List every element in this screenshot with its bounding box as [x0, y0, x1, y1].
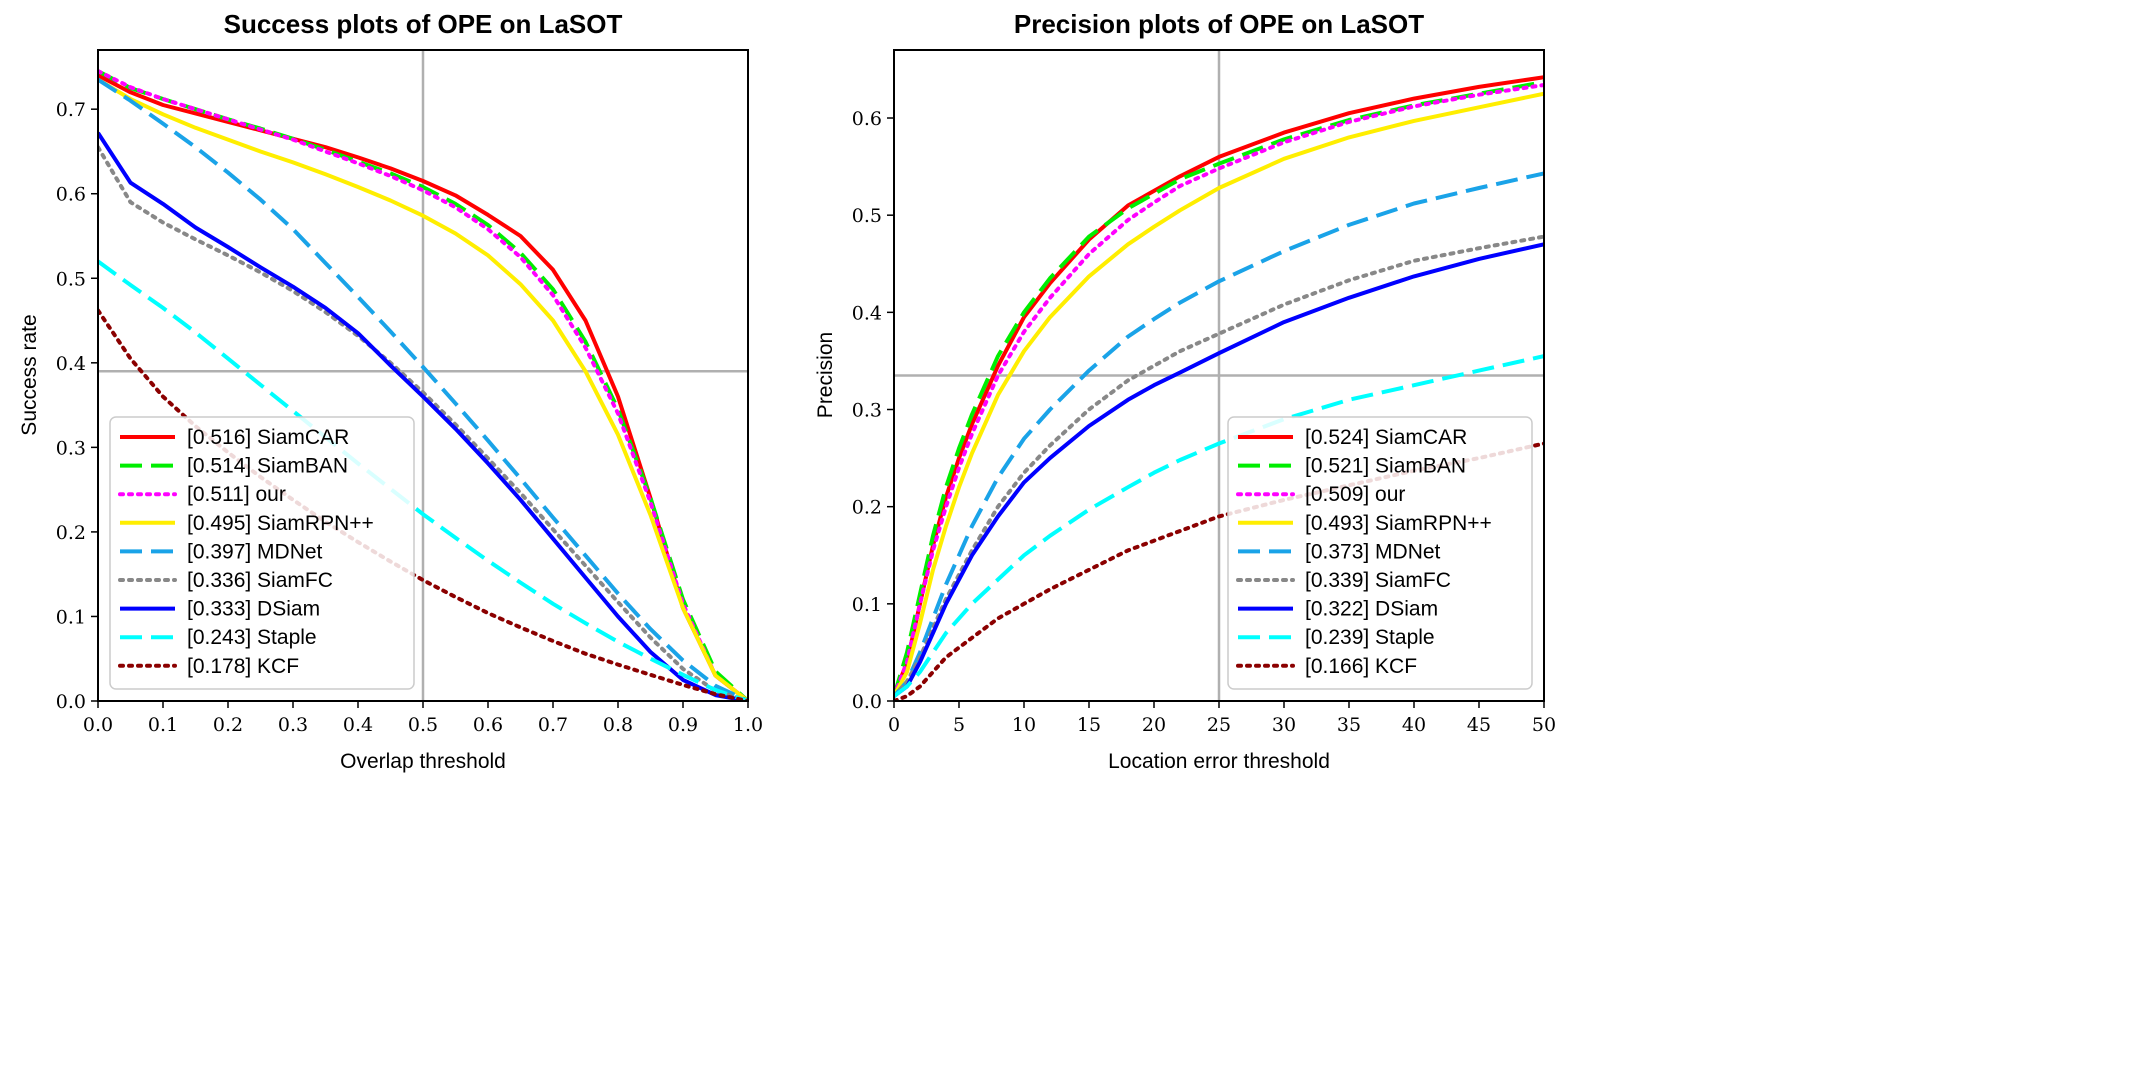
x-tick-label: 15 — [1077, 714, 1101, 736]
y-tick-label: 0.4 — [852, 302, 882, 324]
legend-entry: [0.397] MDNet — [187, 540, 323, 563]
legend-entry: [0.516] SiamCAR — [187, 426, 349, 449]
series-line — [894, 242, 1544, 698]
legend-entry: [0.521] SiamBAN — [1305, 455, 1466, 478]
legend-box — [1227, 416, 1533, 690]
x-tick-label: 40 — [1402, 714, 1426, 736]
series-line — [98, 131, 748, 701]
figure: Success plots of OPE on LaSOT Overlap th… — [18, 9, 1556, 773]
series-line — [894, 83, 1544, 699]
x-tick-label: 0.3 — [278, 714, 308, 736]
x-tick-label: 1.0 — [733, 714, 763, 736]
x-tick-label: 0.2 — [213, 714, 243, 736]
y-tick-label: 0.1 — [852, 594, 882, 616]
x-tick-label: 30 — [1272, 714, 1296, 736]
legend: [0.524] SiamCAR [0.521] SiamBAN [0.509] ou… — [1227, 416, 1533, 690]
legend-entry: [0.514] SiamBAN — [187, 455, 348, 478]
series-line — [894, 441, 1544, 701]
series-line — [98, 259, 748, 701]
y-tick-label: 0.3 — [852, 400, 882, 422]
y-tick-label: 0.1 — [56, 606, 86, 628]
y-tick-label: 0.6 — [852, 108, 882, 130]
x-tick-label: 5 — [953, 714, 965, 736]
series-line — [98, 69, 748, 701]
legend: [0.516] SiamCAR [0.514] SiamBAN [0.511] ou… — [109, 416, 415, 690]
x-tick-label: 0.1 — [148, 714, 178, 736]
legend-entry: [0.333] DSiam — [187, 598, 320, 621]
legend-entry: [0.511] our — [187, 483, 286, 506]
series-line — [894, 91, 1544, 698]
series-line — [894, 171, 1544, 698]
legend-entry: [0.243] Staple — [187, 626, 317, 649]
legend-entry: [0.373] MDNet — [1305, 540, 1441, 563]
series-group — [894, 75, 1544, 701]
x-tick-label: 0.8 — [603, 714, 633, 736]
y-axis-label: Precision — [814, 332, 837, 418]
legend-entry: [0.524] SiamCAR — [1305, 426, 1467, 449]
series-line — [98, 69, 748, 701]
series-line — [98, 145, 748, 701]
x-axis-label: Overlap threshold — [340, 750, 506, 773]
legend-entry: [0.493] SiamRPN++ — [1305, 512, 1492, 535]
series-line — [98, 77, 748, 701]
series-line — [98, 73, 748, 701]
legend-entry: [0.322] DSiam — [1305, 598, 1438, 621]
legend-entry: [0.178] KCF — [187, 655, 299, 678]
y-tick-label: 0.5 — [56, 268, 86, 290]
x-tick-label: 50 — [1532, 714, 1556, 736]
y-tick-label: 0.0 — [852, 691, 882, 713]
y-tick-label: 0.7 — [56, 99, 86, 121]
x-tick-label: 20 — [1142, 714, 1166, 736]
x-tick-label: 35 — [1337, 714, 1361, 736]
y-tick-label: 0.2 — [852, 497, 882, 519]
legend-entry: [0.509] our — [1305, 483, 1405, 506]
legend-entry: [0.336] SiamFC — [187, 569, 333, 592]
y-tick-label: 0.0 — [56, 691, 86, 713]
x-tick-label: 0.4 — [343, 714, 373, 736]
precision-plot: Precision plots of OPE on LaSOT Location… — [814, 9, 1556, 773]
legend-box — [109, 416, 415, 690]
chart-title: Precision plots of OPE on LaSOT — [1014, 9, 1424, 39]
x-tick-label: 0.9 — [668, 714, 698, 736]
y-tick-label: 0.6 — [56, 184, 86, 206]
x-tick-label: 25 — [1207, 714, 1231, 736]
legend-entry: [0.166] KCF — [1305, 655, 1417, 678]
chart-title: Success plots of OPE on LaSOT — [224, 9, 623, 39]
x-tick-label: 45 — [1467, 714, 1491, 736]
x-tick-label: 0.5 — [408, 714, 438, 736]
y-tick-label: 0.4 — [56, 353, 86, 375]
legend-entry: [0.495] SiamRPN++ — [187, 512, 374, 535]
y-tick-label: 0.5 — [852, 205, 882, 227]
x-tick-label: 10 — [1012, 714, 1036, 736]
legend-entry: [0.339] SiamFC — [1305, 569, 1451, 592]
x-axis-label: Location error threshold — [1108, 750, 1330, 773]
series-line — [98, 77, 748, 701]
y-tick-label: 0.2 — [56, 522, 86, 544]
x-tick-label: 0.6 — [473, 714, 503, 736]
y-axis-label: Success rate — [18, 314, 41, 435]
legend-entry: [0.239] Staple — [1305, 626, 1435, 649]
y-tick-label: 0.3 — [56, 437, 86, 459]
x-tick-label: 0.7 — [538, 714, 568, 736]
success-plot: Success plots of OPE on LaSOT Overlap th… — [18, 9, 763, 773]
series-line — [894, 354, 1544, 698]
x-tick-label: 0.0 — [83, 714, 113, 736]
x-tick-label: 0 — [888, 714, 900, 736]
